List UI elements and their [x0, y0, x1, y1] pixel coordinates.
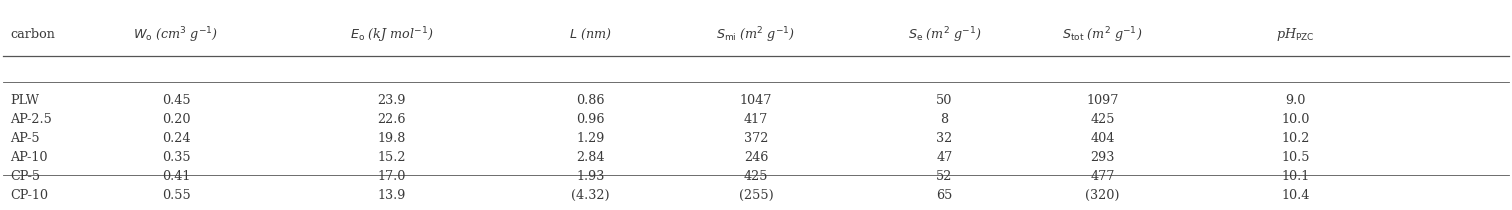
Text: pH$_{\mathrm{PZC}}$: pH$_{\mathrm{PZC}}$ [1276, 26, 1314, 43]
Text: 425: 425 [744, 170, 768, 183]
Text: 9.0: 9.0 [1285, 94, 1305, 107]
Text: 0.20: 0.20 [162, 113, 191, 126]
Text: 293: 293 [1090, 151, 1114, 164]
Text: $E_{\mathrm{o}}$ (kJ mol$^{-1}$): $E_{\mathrm{o}}$ (kJ mol$^{-1}$) [349, 25, 434, 45]
Text: 246: 246 [744, 151, 768, 164]
Text: $S_{\mathrm{tot}}$ (m$^2$ g$^{-1}$): $S_{\mathrm{tot}}$ (m$^2$ g$^{-1}$) [1063, 25, 1143, 45]
Text: 52: 52 [936, 170, 953, 183]
Text: 404: 404 [1090, 132, 1114, 145]
Text: $L$ (nm): $L$ (nm) [569, 27, 612, 42]
Text: $S_{\mathrm{e}}$ (m$^2$ g$^{-1}$): $S_{\mathrm{e}}$ (m$^2$ g$^{-1}$) [907, 25, 981, 45]
Text: 1.29: 1.29 [576, 132, 605, 145]
Text: AP-2.5: AP-2.5 [11, 113, 53, 126]
Text: 10.4: 10.4 [1281, 189, 1309, 202]
Text: 50: 50 [936, 94, 953, 107]
Text: (255): (255) [739, 189, 773, 202]
Text: 417: 417 [744, 113, 768, 126]
Text: $W_{\mathrm{o}}$ (cm$^3$ g$^{-1}$): $W_{\mathrm{o}}$ (cm$^3$ g$^{-1}$) [133, 25, 219, 45]
Text: (4.32): (4.32) [572, 189, 609, 202]
Text: AP-10: AP-10 [11, 151, 48, 164]
Text: 65: 65 [936, 189, 953, 202]
Text: PLW: PLW [11, 94, 39, 107]
Text: 8: 8 [940, 113, 948, 126]
Text: 0.41: 0.41 [162, 170, 191, 183]
Text: 47: 47 [936, 151, 953, 164]
Text: 1047: 1047 [739, 94, 773, 107]
Text: 10.0: 10.0 [1281, 113, 1309, 126]
Text: 0.35: 0.35 [162, 151, 191, 164]
Text: 15.2: 15.2 [376, 151, 405, 164]
Text: 0.96: 0.96 [576, 113, 605, 126]
Text: 10.5: 10.5 [1281, 151, 1309, 164]
Text: AP-5: AP-5 [11, 132, 39, 145]
Text: 19.8: 19.8 [378, 132, 405, 145]
Text: 0.86: 0.86 [576, 94, 605, 107]
Text: 22.6: 22.6 [376, 113, 405, 126]
Text: 10.1: 10.1 [1281, 170, 1309, 183]
Text: CP-5: CP-5 [11, 170, 41, 183]
Text: 372: 372 [744, 132, 768, 145]
Text: 32: 32 [936, 132, 953, 145]
Text: carbon: carbon [11, 28, 54, 41]
Text: 0.45: 0.45 [162, 94, 191, 107]
Text: 1.93: 1.93 [576, 170, 605, 183]
Text: 23.9: 23.9 [376, 94, 405, 107]
Text: CP-10: CP-10 [11, 189, 48, 202]
Text: $S_{\mathrm{mi}}$ (m$^2$ g$^{-1}$): $S_{\mathrm{mi}}$ (m$^2$ g$^{-1}$) [717, 25, 795, 45]
Text: 0.55: 0.55 [162, 189, 191, 202]
Text: 425: 425 [1090, 113, 1114, 126]
Text: (320): (320) [1086, 189, 1120, 202]
Text: 13.9: 13.9 [378, 189, 405, 202]
Text: 1097: 1097 [1086, 94, 1119, 107]
Text: 17.0: 17.0 [378, 170, 405, 183]
Text: 2.84: 2.84 [576, 151, 605, 164]
Text: 477: 477 [1090, 170, 1114, 183]
Text: 0.24: 0.24 [162, 132, 191, 145]
Text: 10.2: 10.2 [1281, 132, 1309, 145]
